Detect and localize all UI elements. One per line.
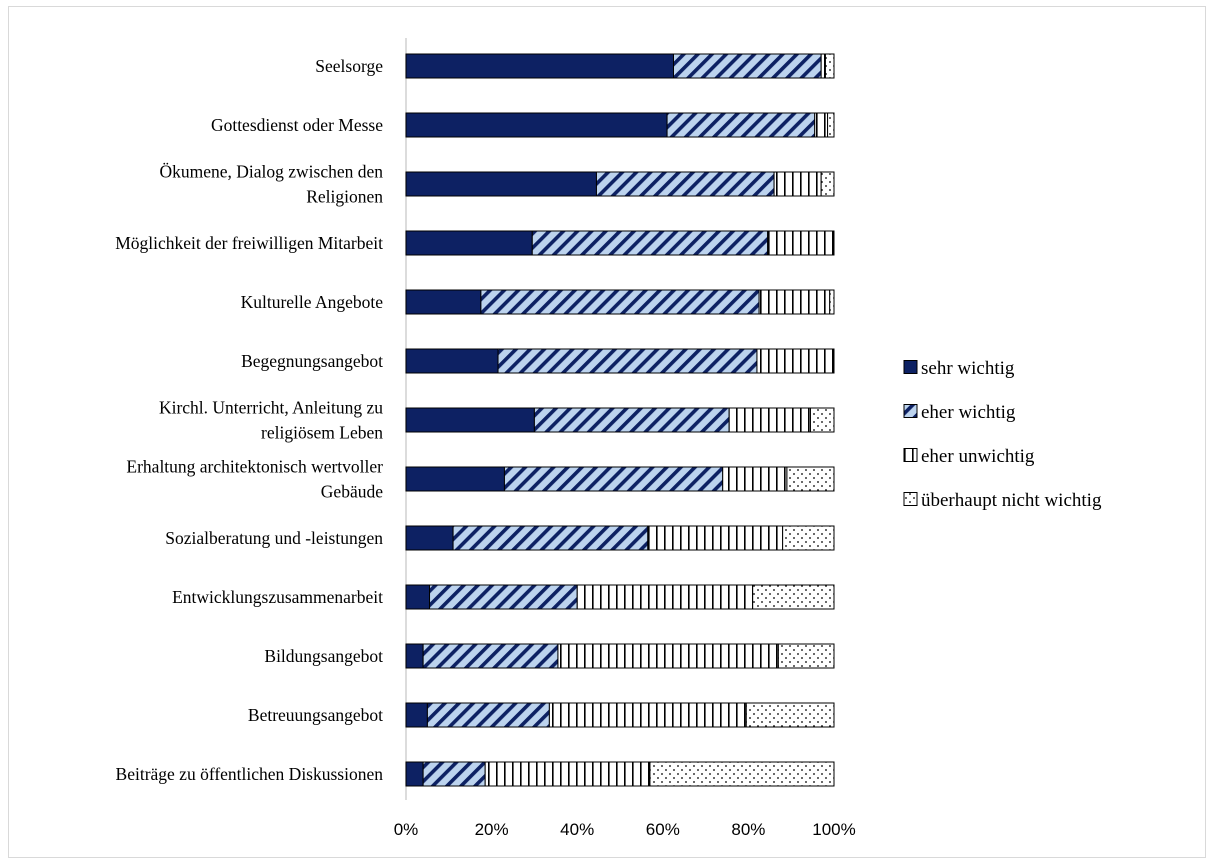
bar-begegnungsangebot-eher-wichtig xyxy=(497,348,758,374)
bar-erhaltung-architektonisch-wertvoller-gebaude-sehr-wichtig xyxy=(405,466,505,492)
bar-bildungsangebot-eher-wichtig xyxy=(422,643,559,669)
bar-seelsorge-uberhaupt-nicht-wichtig xyxy=(824,53,835,79)
category-label-moglichkeit-der-freiwilligen-mitarbeit: Möglichkeit der freiwilligen Mitarbeit xyxy=(115,233,383,253)
bar-betreuungsangebot-uberhaupt-nicht-wichtig xyxy=(745,702,835,728)
legend-label-eher-unwichtig: eher unwichtig xyxy=(921,446,1035,467)
x-tick-labels: 0% 20% 40% 60% 80% 100% xyxy=(394,820,856,839)
bar-kirchl-unterricht-anleitung-zu-religiosem-leben-eher-unwichtig xyxy=(728,407,811,433)
category-label-gottesdienst-oder-messe: Gottesdienst oder Messe xyxy=(211,115,383,135)
legend-swatch-uberhaupt-nicht-wichtig xyxy=(903,492,918,506)
bar-beitrage-zu-offentlichen-diskussionen-sehr-wichtig xyxy=(405,761,424,787)
bar-kirchl-unterricht-anleitung-zu-religiosem-leben-sehr-wichtig xyxy=(405,407,535,433)
bar-sozialberatung-und-leistungen-sehr-wichtig xyxy=(405,525,454,551)
bar-okumene-dialog-zwischen-den-religionen-eher-unwichtig xyxy=(773,171,822,197)
bar-kulturelle-angebote-uberhaupt-nicht-wichtig xyxy=(829,289,835,315)
x-tick-80: 80% xyxy=(731,820,765,839)
bar-entwicklungszusammenarbeit-eher-unwichtig xyxy=(576,584,754,610)
category-label-line: Kirchl. Unterricht, Anleitung zu xyxy=(159,398,383,418)
category-label-line: Entwicklungszusammenarbeit xyxy=(172,587,383,607)
x-tick-20: 20% xyxy=(475,820,509,839)
bar-erhaltung-architektonisch-wertvoller-gebaude-eher-unwichtig xyxy=(722,466,788,492)
category-label-seelsorge: Seelsorge xyxy=(315,56,383,76)
bar-seelsorge-eher-unwichtig xyxy=(820,53,826,79)
category-label-betreuungsangebot: Betreuungsangebot xyxy=(248,705,383,725)
category-label-line: Gebäude xyxy=(321,482,383,502)
bar-kulturelle-angebote-eher-wichtig xyxy=(480,289,760,315)
x-tick-100: 100% xyxy=(812,820,855,839)
bar-gottesdienst-oder-messe-eher-wichtig xyxy=(666,112,816,138)
bar-kulturelle-angebote-eher-unwichtig xyxy=(758,289,831,315)
category-label-begegnungsangebot: Begegnungsangebot xyxy=(241,351,383,371)
legend-label-eher-wichtig: eher wichtig xyxy=(921,402,1016,423)
category-labels: Seelsorge Gottesdienst oder Messe Ökumene,… xyxy=(115,56,383,784)
bar-gottesdienst-oder-messe-sehr-wichtig xyxy=(405,112,668,138)
category-label-line: Sozialberatung und -leistungen xyxy=(165,528,383,548)
category-label-line: Betreuungsangebot xyxy=(248,705,383,725)
legend-swatch-eher-wichtig xyxy=(903,404,918,418)
category-label-line: Erhaltung architektonisch wertvoller xyxy=(126,457,383,477)
bars-layer xyxy=(405,53,835,787)
bar-kulturelle-angebote-sehr-wichtig xyxy=(405,289,482,315)
category-label-line: religiösem Leben xyxy=(261,423,383,443)
category-label-line: Ökumene, Dialog zwischen den xyxy=(159,162,383,182)
bar-beitrage-zu-offentlichen-diskussionen-eher-unwichtig xyxy=(484,761,651,787)
bar-betreuungsangebot-eher-wichtig xyxy=(426,702,550,728)
category-label-line: Bildungsangebot xyxy=(264,646,383,666)
bar-sozialberatung-und-leistungen-eher-wichtig xyxy=(452,525,649,551)
bar-gottesdienst-oder-messe-eher-unwichtig xyxy=(814,112,829,138)
legend: sehr wichtig eher wichtig eher unwichtig üb… xyxy=(903,358,1102,511)
legend-swatch-eher-unwichtig xyxy=(903,448,918,462)
bar-okumene-dialog-zwischen-den-religionen-sehr-wichtig xyxy=(405,171,597,197)
category-label-beitrage-zu-offentlichen-diskussionen: Beiträge zu öffentlichen Diskussionen xyxy=(116,764,384,784)
category-label-entwicklungszusammenarbeit: Entwicklungszusammenarbeit xyxy=(172,587,383,607)
category-label-line: Kulturelle Angebote xyxy=(241,292,384,312)
bar-kirchl-unterricht-anleitung-zu-religiosem-leben-eher-wichtig xyxy=(533,407,730,433)
bar-erhaltung-architektonisch-wertvoller-gebaude-eher-wichtig xyxy=(503,466,724,492)
bar-beitrage-zu-offentlichen-diskussionen-uberhaupt-nicht-wichtig xyxy=(649,761,835,787)
bar-seelsorge-eher-wichtig xyxy=(673,53,822,79)
category-label-line: Beiträge zu öffentlichen Diskussionen xyxy=(116,764,384,784)
category-label-sozialberatung-und-leistungen: Sozialberatung und -leistungen xyxy=(165,528,383,548)
bar-entwicklungszusammenarbeit-eher-wichtig xyxy=(429,584,578,610)
category-label-line: Seelsorge xyxy=(315,56,383,76)
bar-okumene-dialog-zwischen-den-religionen-uberhaupt-nicht-wichtig xyxy=(820,171,835,197)
bar-begegnungsangebot-sehr-wichtig xyxy=(405,348,499,374)
bar-okumene-dialog-zwischen-den-religionen-eher-wichtig xyxy=(595,171,775,197)
category-label-okumene-dialog-zwischen-den-religionen: Ökumene, Dialog zwischen den Religionen xyxy=(159,162,383,207)
bar-sozialberatung-und-leistungen-eher-unwichtig xyxy=(647,525,784,551)
category-label-line: Möglichkeit der freiwilligen Mitarbeit xyxy=(115,233,383,253)
bar-bildungsangebot-uberhaupt-nicht-wichtig xyxy=(777,643,835,669)
x-tick-40: 40% xyxy=(560,820,594,839)
bar-entwicklungszusammenarbeit-uberhaupt-nicht-wichtig xyxy=(752,584,835,610)
bar-bildungsangebot-eher-unwichtig xyxy=(557,643,779,669)
category-label-line: Begegnungsangebot xyxy=(241,351,383,371)
x-tick-0: 0% xyxy=(394,820,419,839)
category-label-bildungsangebot: Bildungsangebot xyxy=(264,646,383,666)
bar-betreuungsangebot-sehr-wichtig xyxy=(405,702,428,728)
bar-gottesdienst-oder-messe-uberhaupt-nicht-wichtig xyxy=(827,112,835,138)
bar-beitrage-zu-offentlichen-diskussionen-eher-wichtig xyxy=(422,761,486,787)
bar-moglichkeit-der-freiwilligen-mitarbeit-sehr-wichtig xyxy=(405,230,533,256)
bar-betreuungsangebot-eher-unwichtig xyxy=(548,702,747,728)
bar-bildungsangebot-sehr-wichtig xyxy=(405,643,424,669)
legend-swatch-sehr-wichtig xyxy=(903,360,918,374)
category-label-kirchl-unterricht-anleitung-zu-religiosem-leben: Kirchl. Unterricht, Anleitung zu religiös… xyxy=(159,398,383,443)
bar-erhaltung-architektonisch-wertvoller-gebaude-uberhaupt-nicht-wichtig xyxy=(786,466,835,492)
bar-moglichkeit-der-freiwilligen-mitarbeit-eher-wichtig xyxy=(531,230,769,256)
bar-kirchl-unterricht-anleitung-zu-religiosem-leben-uberhaupt-nicht-wichtig xyxy=(809,407,835,433)
bar-begegnungsangebot-eher-unwichtig xyxy=(756,348,835,374)
bar-seelsorge-sehr-wichtig xyxy=(405,53,674,79)
legend-label-uberhaupt-nicht-wichtig: überhaupt nicht wichtig xyxy=(921,490,1102,511)
bar-moglichkeit-der-freiwilligen-mitarbeit-eher-unwichtig xyxy=(767,230,835,256)
bar-entwicklungszusammenarbeit-sehr-wichtig xyxy=(405,584,431,610)
category-label-line: Gottesdienst oder Messe xyxy=(211,115,383,135)
category-label-kulturelle-angebote: Kulturelle Angebote xyxy=(241,292,384,312)
category-label-line: Religionen xyxy=(306,187,383,207)
legend-label-sehr-wichtig: sehr wichtig xyxy=(921,358,1015,379)
category-label-erhaltung-architektonisch-wertvoller-gebaude: Erhaltung architektonisch wertvoller Gebä… xyxy=(126,457,383,502)
x-tick-60: 60% xyxy=(646,820,680,839)
bar-sozialberatung-und-leistungen-uberhaupt-nicht-wichtig xyxy=(782,525,835,551)
